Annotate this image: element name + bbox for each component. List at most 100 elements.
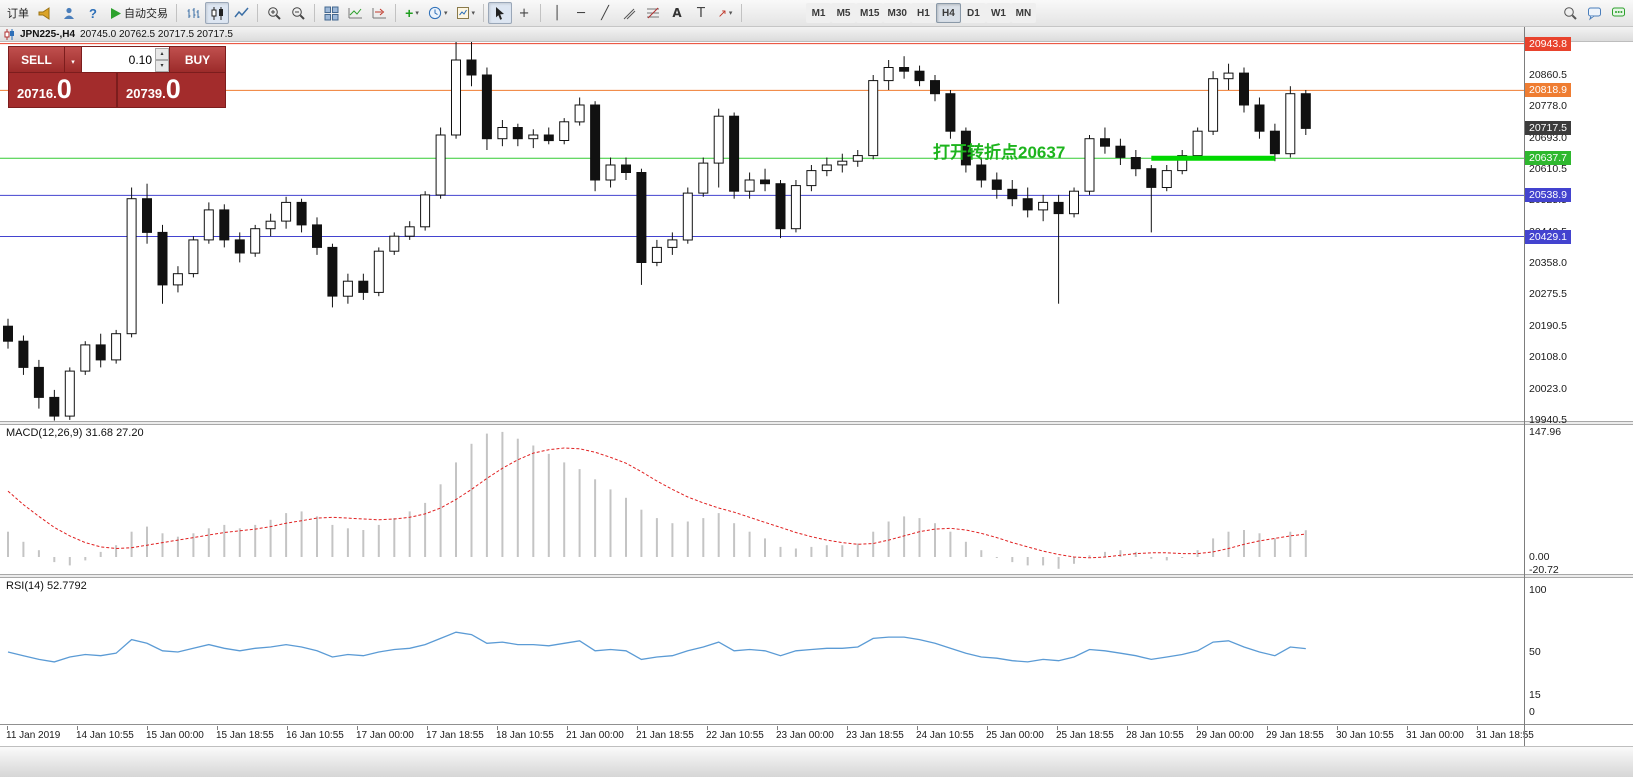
chat-icon[interactable] bbox=[1582, 2, 1606, 24]
timeframe-m15[interactable]: M15 bbox=[856, 3, 884, 23]
timeframe-mn[interactable]: MN bbox=[1010, 3, 1036, 23]
zoom-out-glyph bbox=[291, 6, 305, 20]
macd-scale-tick: 147.96 bbox=[1529, 426, 1562, 438]
time-label: 22 Jan 10:55 bbox=[706, 730, 764, 741]
price-line-label: 20429.1 bbox=[1525, 230, 1571, 244]
lot-increase-button[interactable]: ▴ bbox=[155, 47, 169, 60]
rsi-scale-tick: 15 bbox=[1529, 689, 1541, 701]
community-glyph bbox=[1611, 7, 1625, 16]
time-tick bbox=[357, 726, 358, 730]
new-order-button[interactable]: 订单 bbox=[3, 2, 33, 24]
zoom-out-icon[interactable] bbox=[286, 2, 310, 24]
fibonacci-icon[interactable] bbox=[641, 2, 665, 24]
time-axis[interactable]: 11 Jan 2019 14 Jan 10:55 15 Jan 00:00 15 Ja… bbox=[0, 726, 1633, 746]
sell-button[interactable]: SELL bbox=[9, 47, 64, 72]
search-icon[interactable] bbox=[1558, 2, 1582, 24]
zoom-in-icon[interactable] bbox=[262, 2, 286, 24]
crosshair-icon[interactable]: + bbox=[512, 2, 536, 24]
rsi-chart[interactable] bbox=[0, 578, 1524, 724]
templates-button[interactable]: ▾ bbox=[452, 2, 480, 24]
macd-chart[interactable] bbox=[0, 425, 1524, 574]
main-toolbar: 订单 ? 自动交易 bbox=[0, 0, 1633, 27]
buy-button[interactable]: BUY bbox=[170, 47, 225, 72]
vertical-line-icon[interactable]: │ bbox=[545, 2, 569, 24]
autotrading-button[interactable]: 自动交易 bbox=[105, 2, 172, 24]
buy-price-panel[interactable]: 20739. 0 bbox=[118, 73, 225, 107]
price-tick: 20108.0 bbox=[1529, 351, 1567, 363]
time-tick bbox=[637, 726, 638, 730]
chart-shift-icon[interactable] bbox=[367, 2, 391, 24]
timeframe-w1[interactable]: W1 bbox=[985, 3, 1011, 23]
time-label: 30 Jan 10:55 bbox=[1336, 730, 1394, 741]
macd-name: MACD(12,26,9) bbox=[6, 427, 83, 439]
macd-panel[interactable]: MACD(12,26,9) 31.68 27.20 bbox=[0, 425, 1524, 574]
periods-button[interactable]: ▾ bbox=[424, 2, 452, 24]
timeframe-d1[interactable]: D1 bbox=[960, 3, 986, 23]
chevron-down-icon: ▾ bbox=[471, 9, 476, 17]
time-label: 29 Jan 18:55 bbox=[1266, 730, 1324, 741]
time-label: 18 Jan 10:55 bbox=[496, 730, 554, 741]
horizontal-line-icon[interactable]: ─ bbox=[569, 2, 593, 24]
timeframe-m5[interactable]: M5 bbox=[831, 3, 857, 23]
candlestick-chart[interactable] bbox=[0, 42, 1524, 421]
clock-icon bbox=[428, 6, 442, 20]
chat-glyph bbox=[1587, 7, 1601, 20]
chart-window-icon bbox=[4, 28, 14, 40]
help-icon[interactable]: ? bbox=[81, 2, 105, 24]
lot-decrease-button[interactable]: ▾ bbox=[155, 59, 169, 72]
toolbar-separator bbox=[540, 4, 542, 22]
price-scale-divider bbox=[1524, 27, 1525, 746]
candlestick-chart-icon[interactable] bbox=[205, 2, 229, 24]
line-chart-icon[interactable] bbox=[229, 2, 253, 24]
tile-windows-glyph bbox=[324, 6, 338, 20]
cursor-icon[interactable] bbox=[488, 2, 513, 24]
time-label: 25 Jan 00:00 bbox=[986, 730, 1044, 741]
hline-glyph: ─ bbox=[577, 5, 585, 21]
toolbar-separator bbox=[176, 4, 177, 22]
rsi-panel[interactable]: RSI(14) 52.7792 bbox=[0, 578, 1524, 724]
rsi-scale-tick: 50 bbox=[1529, 646, 1541, 658]
timeframe-m1[interactable]: M1 bbox=[806, 3, 832, 23]
time-tick bbox=[847, 726, 848, 730]
text-icon[interactable]: A bbox=[665, 2, 689, 24]
trendline-icon[interactable]: ╱ bbox=[593, 2, 617, 24]
timeframe-m30[interactable]: M30 bbox=[883, 3, 911, 23]
arrows-icon[interactable]: ↗ ▾ bbox=[713, 2, 737, 24]
toolbar-separator bbox=[395, 4, 396, 22]
timeframe-h4[interactable]: H4 bbox=[935, 3, 961, 23]
price-scale[interactable]: 20860.520778.020693.020610.520525.520440… bbox=[1525, 0, 1633, 746]
price-tick: 20190.5 bbox=[1529, 320, 1567, 332]
lot-size-field[interactable]: 0.10 ▴ ▾ bbox=[82, 47, 169, 72]
panel-divider[interactable] bbox=[0, 574, 1633, 578]
lot-size-value[interactable]: 0.10 bbox=[128, 52, 152, 67]
macd-values: 31.68 27.20 bbox=[85, 427, 144, 439]
time-label: 17 Jan 18:55 bbox=[426, 730, 484, 741]
search-glyph bbox=[1563, 6, 1577, 20]
template-icon bbox=[456, 7, 469, 19]
time-tick bbox=[287, 726, 288, 730]
time-tick bbox=[707, 726, 708, 730]
bar-chart-icon[interactable] bbox=[181, 2, 205, 24]
channel-icon[interactable] bbox=[617, 2, 641, 24]
timeframe-group: M1 M5 M15 M30 H1 H4 D1 W1 MN bbox=[806, 3, 1036, 23]
text-glyph: A bbox=[672, 6, 682, 20]
panel-divider[interactable] bbox=[0, 421, 1633, 425]
price-chart-panel[interactable]: SELL ▾ 0.10 ▴ ▾ BUY 20716. 0 20739. bbox=[0, 42, 1524, 421]
trade-options-dropdown[interactable]: ▾ bbox=[65, 47, 81, 72]
profile-icon[interactable] bbox=[57, 2, 81, 24]
indicators-button[interactable]: + ▾ bbox=[400, 2, 424, 24]
tile-windows-icon[interactable] bbox=[319, 2, 343, 24]
macd-label: MACD(12,26,9) 31.68 27.20 bbox=[6, 427, 144, 439]
auto-scroll-icon[interactable] bbox=[343, 2, 367, 24]
new-order-label: 订单 bbox=[7, 8, 29, 20]
fibonacci-glyph bbox=[646, 7, 659, 19]
horn-icon[interactable] bbox=[33, 2, 57, 24]
trendline-glyph: ╱ bbox=[601, 5, 609, 21]
community-icon[interactable] bbox=[1606, 2, 1630, 24]
timeframe-h1[interactable]: H1 bbox=[910, 3, 936, 23]
price-tick: 20358.0 bbox=[1529, 257, 1567, 269]
toolbar-separator bbox=[483, 4, 485, 22]
zoom-in-glyph bbox=[267, 6, 281, 20]
text-label-icon[interactable]: T bbox=[689, 2, 713, 24]
sell-price-panel[interactable]: 20716. 0 bbox=[9, 73, 116, 107]
